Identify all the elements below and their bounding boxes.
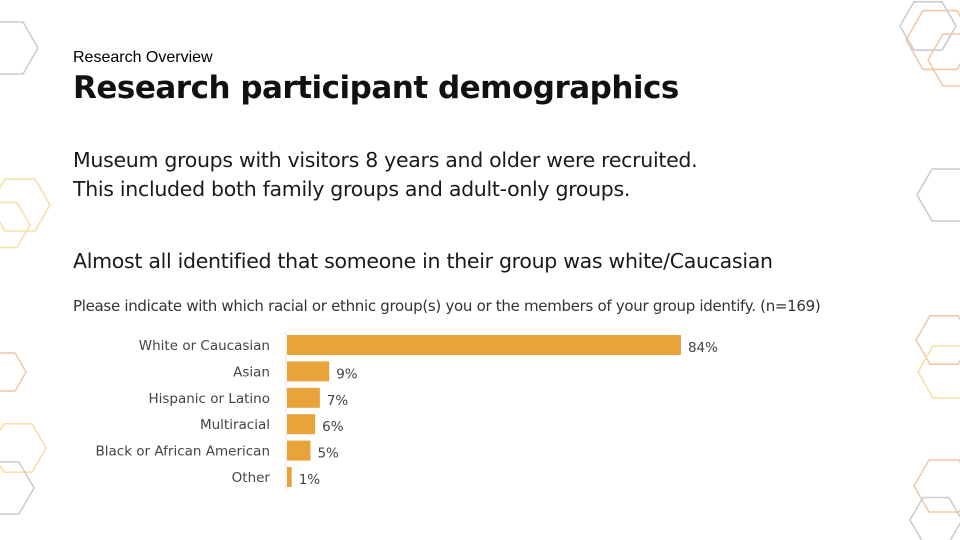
page-title: Research participant demographics [73, 70, 679, 106]
bar [287, 387, 320, 408]
chart-title: Please indicate with which racial or eth… [73, 297, 821, 315]
hexagon-shape [899, 0, 957, 52]
hexagon-shape [0, 422, 47, 474]
body-line-1: Museum groups with visitors 8 years and … [73, 148, 698, 172]
category-label: Other [232, 470, 271, 486]
bar [287, 361, 330, 382]
hexagon-shape [916, 168, 960, 222]
hexagon-shape [0, 352, 27, 392]
bar [287, 440, 311, 461]
hexagon-shape [0, 178, 51, 232]
category-label: White or Caucasian [139, 338, 270, 354]
value-label: 6% [322, 419, 344, 435]
hexagon-shape [0, 21, 39, 75]
hexagon-shape [0, 201, 31, 249]
category-label: Hispanic or Latino [148, 391, 270, 407]
hexagon-shape [915, 314, 960, 366]
hexagon-shape [0, 461, 35, 515]
hexagon-shape [905, 9, 960, 71]
bar [287, 414, 316, 435]
value-label: 84% [688, 340, 718, 356]
value-label: 5% [317, 446, 339, 462]
hexagon-shape [917, 345, 960, 399]
hexagon-shape [909, 496, 960, 540]
category-label: Multiracial [200, 417, 270, 433]
category-label: Black or African American [95, 444, 270, 460]
bar [287, 335, 681, 355]
value-label: 1% [299, 472, 321, 488]
section-eyebrow: Research Overview [73, 49, 213, 66]
value-label: 7% [327, 393, 349, 409]
category-label: Asian [233, 364, 270, 380]
value-label: 9% [336, 366, 358, 382]
key-finding: Almost all identified that someone in th… [73, 249, 773, 273]
bar [287, 467, 292, 487]
hexagon-shape [913, 459, 960, 513]
body-line-2: This included both family groups and adu… [73, 177, 631, 201]
hexagon-shape [927, 33, 960, 87]
